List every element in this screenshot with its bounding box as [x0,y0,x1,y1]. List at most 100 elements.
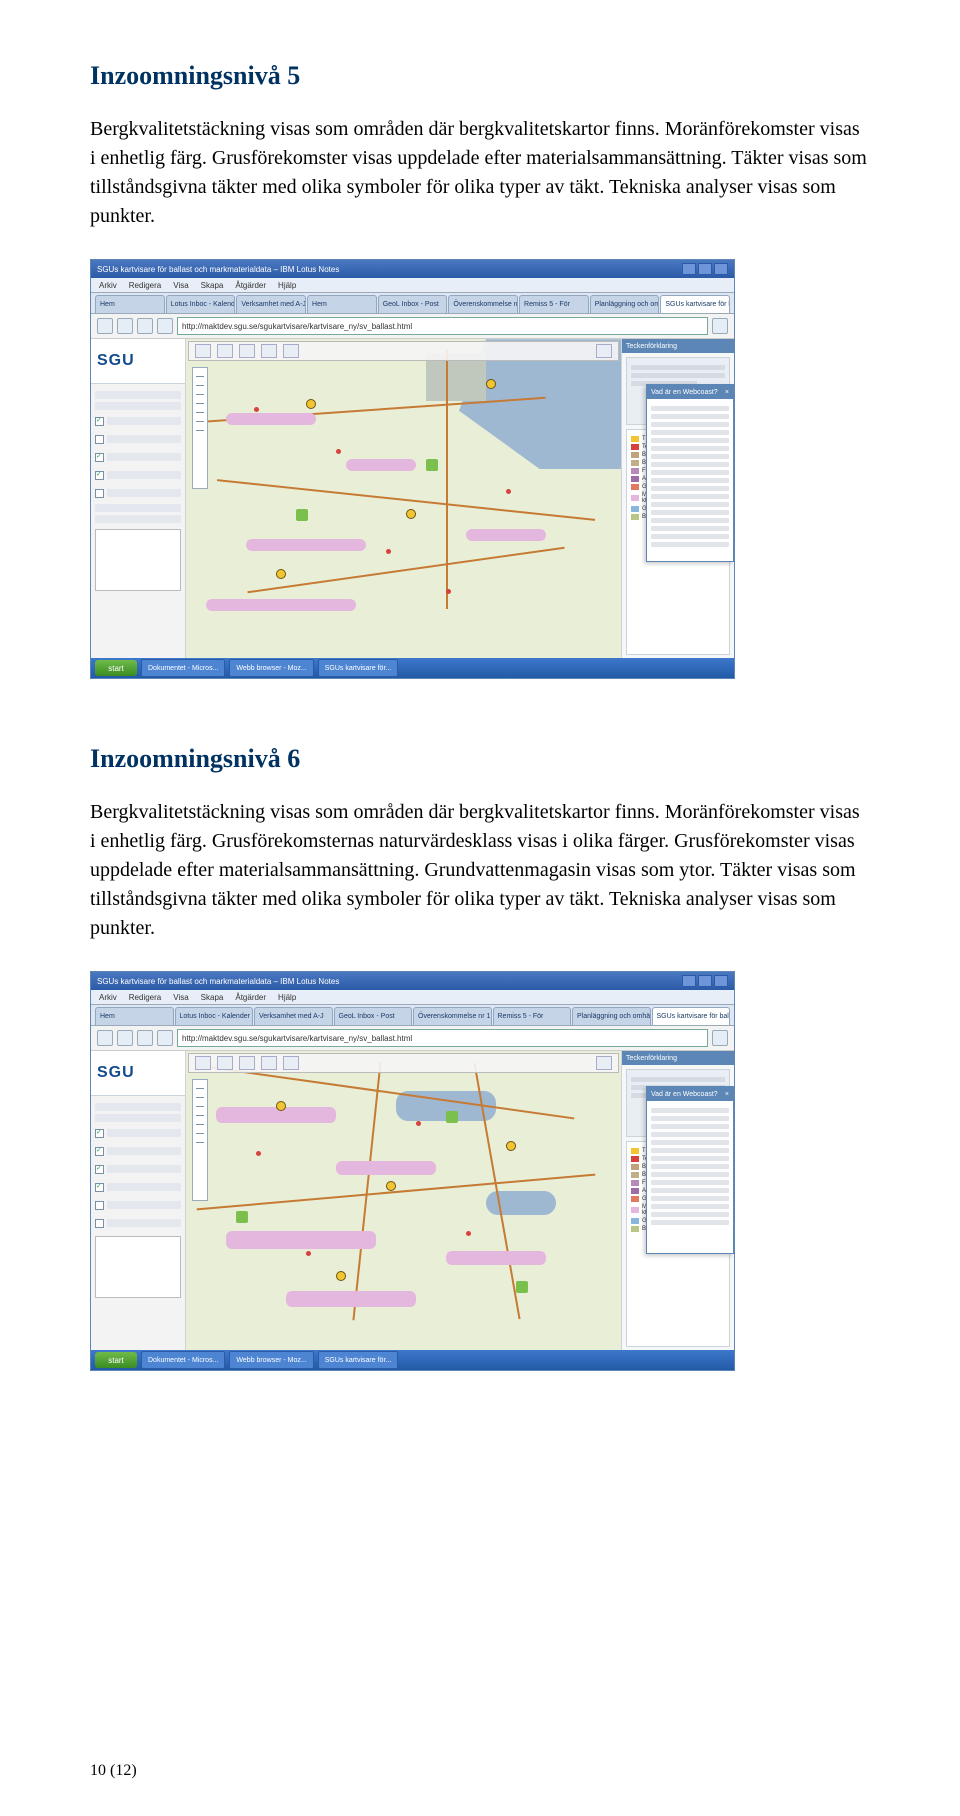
checkbox-icon[interactable] [95,1165,104,1174]
map-tool-button[interactable] [283,344,299,358]
checkbox-icon[interactable] [95,417,104,426]
layer-checkbox-row[interactable] [95,1198,181,1212]
menu-item[interactable]: Visa [173,993,188,1002]
menu-item[interactable]: Redigera [129,281,161,290]
help-popover: Vad är en Webcoast? × [646,384,734,562]
map-tool-button[interactable] [195,1056,211,1070]
start-button[interactable]: start [95,660,137,676]
nav-search-button[interactable] [712,318,728,334]
tab[interactable]: Hem [95,295,165,313]
taskbar-item[interactable]: Webb browser - Moz... [229,1351,313,1369]
nav-back-button[interactable] [97,318,113,334]
map-tool-button[interactable] [239,1056,255,1070]
minimize-button[interactable] [682,263,696,275]
map-canvas[interactable] [186,1051,621,1351]
placeholder-line [95,515,181,523]
tab[interactable]: Verksamhet med A-J [236,295,306,313]
checkbox-icon[interactable] [95,471,104,480]
maximize-button[interactable] [698,975,712,987]
menu-item[interactable]: Hjälp [278,993,296,1002]
tab[interactable]: Planläggning och omhändertag [590,295,660,313]
menu-item[interactable]: Åtgärder [235,993,266,1002]
menu-item[interactable]: Skapa [201,281,224,290]
nav-forward-button[interactable] [117,318,133,334]
zoom-slider[interactable] [192,367,208,489]
maximize-button[interactable] [698,263,712,275]
layer-checkbox-row[interactable] [95,486,181,500]
nav-reload-button[interactable] [157,1030,173,1046]
layer-checkbox-row[interactable] [95,1180,181,1194]
taskbar-item[interactable]: SGUs kartvisare för... [318,659,399,677]
checkbox-icon[interactable] [95,1129,104,1138]
menu-item[interactable]: Visa [173,281,188,290]
tab[interactable]: GeoL Inbox - Post [334,1007,413,1025]
layer-checkbox-row[interactable] [95,1216,181,1230]
nav-stop-button[interactable] [137,1030,153,1046]
map-tool-button[interactable] [596,344,612,358]
taskbar-item[interactable]: SGUs kartvisare för... [318,1351,399,1369]
checkbox-icon[interactable] [95,1201,104,1210]
taskbar-item[interactable]: Dokumentet - Micros... [141,659,225,677]
layer-checkbox-row[interactable] [95,450,181,464]
url-bar[interactable]: http://maktdev.sgu.se/sgukartvisare/kart… [177,1029,708,1047]
minimize-button[interactable] [682,975,696,987]
tab[interactable]: Lotus Inboc - Kalender [175,1007,254,1025]
menu-item[interactable]: Skapa [201,993,224,1002]
nav-forward-button[interactable] [117,1030,133,1046]
url-bar[interactable]: http://maktdev.sgu.se/sgukartvisare/kart… [177,317,708,335]
close-button[interactable] [714,263,728,275]
tab[interactable]: Planläggning och omhändertag [572,1007,651,1025]
taskbar-item[interactable]: Dokumentet - Micros... [141,1351,225,1369]
map-tool-button[interactable] [261,344,277,358]
nav-stop-button[interactable] [137,318,153,334]
tab[interactable]: Överenskommelse nr 1 - 206/10 [413,1007,492,1025]
map-tool-button[interactable] [283,1056,299,1070]
tab[interactable]: Hem [95,1007,174,1025]
nav-reload-button[interactable] [157,318,173,334]
tab[interactable]: Verksamhet med A-J [254,1007,333,1025]
layer-checkbox-row[interactable] [95,432,181,446]
tab[interactable]: GeoL Inbox - Post [378,295,448,313]
taskbar-item[interactable]: Webb browser - Moz... [229,659,313,677]
menu-item[interactable]: Åtgärder [235,281,266,290]
checkbox-icon[interactable] [95,1183,104,1192]
checkbox-icon[interactable] [95,1219,104,1228]
tab-active[interactable]: SGUs kartvisare för ballast och mark... [652,1007,731,1025]
menu-item[interactable]: Arkiv [99,993,117,1002]
map-tool-button[interactable] [217,1056,233,1070]
close-icon[interactable]: × [725,389,729,396]
layer-checkbox-row[interactable] [95,1126,181,1140]
checkbox-icon[interactable] [95,435,104,444]
analysis-point-icon [306,1251,311,1256]
close-icon[interactable]: × [725,1091,729,1098]
map-tool-button[interactable] [596,1056,612,1070]
map-tool-button[interactable] [261,1056,277,1070]
map-tool-button[interactable] [239,344,255,358]
tab[interactable]: Lotus Inboc - Kalender [166,295,236,313]
checkbox-icon[interactable] [95,489,104,498]
zoom-slider[interactable] [192,1079,208,1201]
layer-checkbox-row[interactable] [95,468,181,482]
tab[interactable]: Hem [307,295,377,313]
nav-back-button[interactable] [97,1030,113,1046]
layer-checkbox-row[interactable] [95,1162,181,1176]
checkbox-icon[interactable] [95,1147,104,1156]
nav-search-button[interactable] [712,1030,728,1046]
layer-checkbox-row[interactable] [95,1144,181,1158]
tab[interactable]: Remiss 5 - För [493,1007,572,1025]
map-tool-button[interactable] [195,344,211,358]
menu-item[interactable]: Redigera [129,993,161,1002]
menu-item[interactable]: Hjälp [278,281,296,290]
overview-map[interactable] [95,529,181,591]
tab[interactable]: Överenskommelse nr 1 - 206/10 [448,295,518,313]
tab[interactable]: Remiss 5 - För [519,295,589,313]
menu-item[interactable]: Arkiv [99,281,117,290]
overview-map[interactable] [95,1236,181,1298]
layer-checkbox-row[interactable] [95,414,181,428]
map-tool-button[interactable] [217,344,233,358]
map-canvas[interactable] [186,339,621,659]
start-button[interactable]: start [95,1352,137,1368]
checkbox-icon[interactable] [95,453,104,462]
close-button[interactable] [714,975,728,987]
tab-active[interactable]: SGUs kartvisare för ballast och mark... [660,295,730,313]
